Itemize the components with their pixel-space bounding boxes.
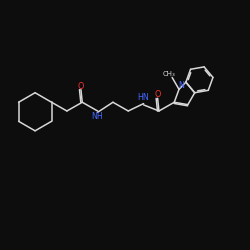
Text: N: N — [178, 81, 184, 90]
Text: O: O — [78, 82, 84, 90]
Text: O: O — [154, 90, 161, 99]
Text: NH: NH — [91, 112, 103, 120]
Text: HN: HN — [137, 93, 149, 102]
Text: CH₃: CH₃ — [162, 71, 175, 77]
